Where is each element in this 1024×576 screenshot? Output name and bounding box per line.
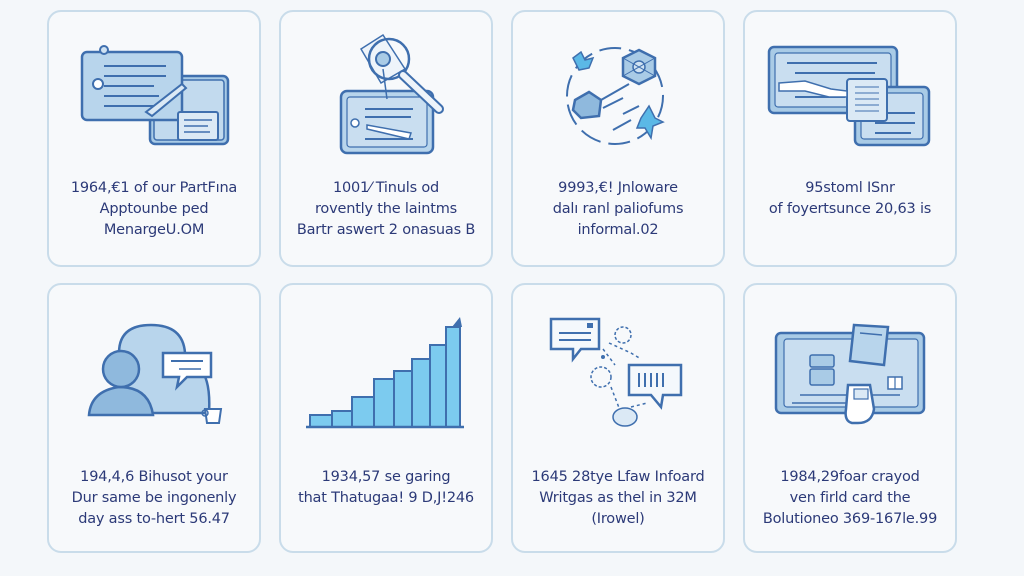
caption-line: informal.02 [577,222,659,238]
card-grid: 1964,€1 of our PartFına Apptounbe ped Me… [47,10,961,554]
caption-line: that Thatugaa! 9 D,J!246 [298,490,474,506]
card-6[interactable]: 1934,57 se garing that Thatugaa! 9 D,J!2… [279,283,493,553]
magnifier-over-tablet-icon [281,24,491,164]
caption-line: day ass to-hert 56.47 [78,511,230,527]
caption-line: Dur same be ingonenly [71,490,237,506]
card-caption: 1934,57 se garing that Thatugaa! 9 D,J!2… [285,467,487,509]
card-caption: 1964,€1 of our PartFına Apptounbe ped Me… [53,178,255,241]
network-circle-icon [513,24,723,164]
caption-line: 194,4,6 Bihusot your [80,469,228,485]
caption-line: 9993,€! Jnloware [558,180,678,196]
caption-line: Writgas as thel in 32M [539,490,697,506]
caption-line: rovently the laintms [314,201,457,217]
caption-line: Bolutioneo 369-167le.99 [762,511,938,527]
caption-line: 1984,29foar crayod [780,469,920,485]
caption-line: 1934,57 se garing [321,469,451,485]
card-caption: 194,4,6 Bihusot your Dur same be ingonen… [53,467,255,530]
caption-line: 1645 28tye Lfaw Infoard [531,469,705,485]
chat-bubbles-network-icon [513,303,723,443]
documents-with-pen-icon [49,24,259,164]
caption-line: MenargeU.OM [103,222,205,238]
card-caption: 95stoml ISnr of foyertsunce 20,63 is [749,178,951,220]
caption-line: Bartr aswert 2 onasuas B [296,222,476,238]
card-4[interactable]: 95stoml ISnr of foyertsunce 20,63 is [743,10,957,267]
caption-line: 95stoml ISnr [805,180,895,196]
caption-line: ven firld card the [789,490,911,506]
card-caption: 1645 28tye Lfaw Infoard Writgas as thel … [517,467,719,530]
card-2[interactable]: 1001⁄ Tinuls od rovently the laintms Bar… [279,10,493,267]
card-3[interactable]: 9993,€! Jnloware dalı ranl paliofums inf… [511,10,725,267]
caption-line: of foyertsunce 20,63 is [768,201,932,217]
linked-windows-icon [745,24,955,164]
card-caption: 1984,29foar crayod ven firld card the Bo… [749,467,951,530]
card-caption: 9993,€! Jnloware dalı ranl paliofums inf… [517,178,719,241]
card-8[interactable]: 1984,29foar crayod ven firld card the Bo… [743,283,957,553]
person-chat-bubble-icon [49,303,259,443]
monitor-with-devices-icon [745,303,955,443]
card-caption: 1001⁄ Tinuls od rovently the laintms Bar… [285,178,487,241]
card-1[interactable]: 1964,€1 of our PartFına Apptounbe ped Me… [47,10,261,267]
caption-line: (Irowel) [591,511,645,527]
caption-line: Apptounbe ped [99,201,209,217]
caption-line: 1001⁄ Tinuls od [332,180,440,196]
card-7[interactable]: 1645 28tye Lfaw Infoard Writgas as thel … [511,283,725,553]
caption-line: dalı ranl paliofums [552,201,684,217]
growth-bar-chart-icon [281,303,491,443]
card-5[interactable]: 194,4,6 Bihusot your Dur same be ingonen… [47,283,261,553]
caption-line: 1964,€1 of our PartFına [70,180,238,196]
